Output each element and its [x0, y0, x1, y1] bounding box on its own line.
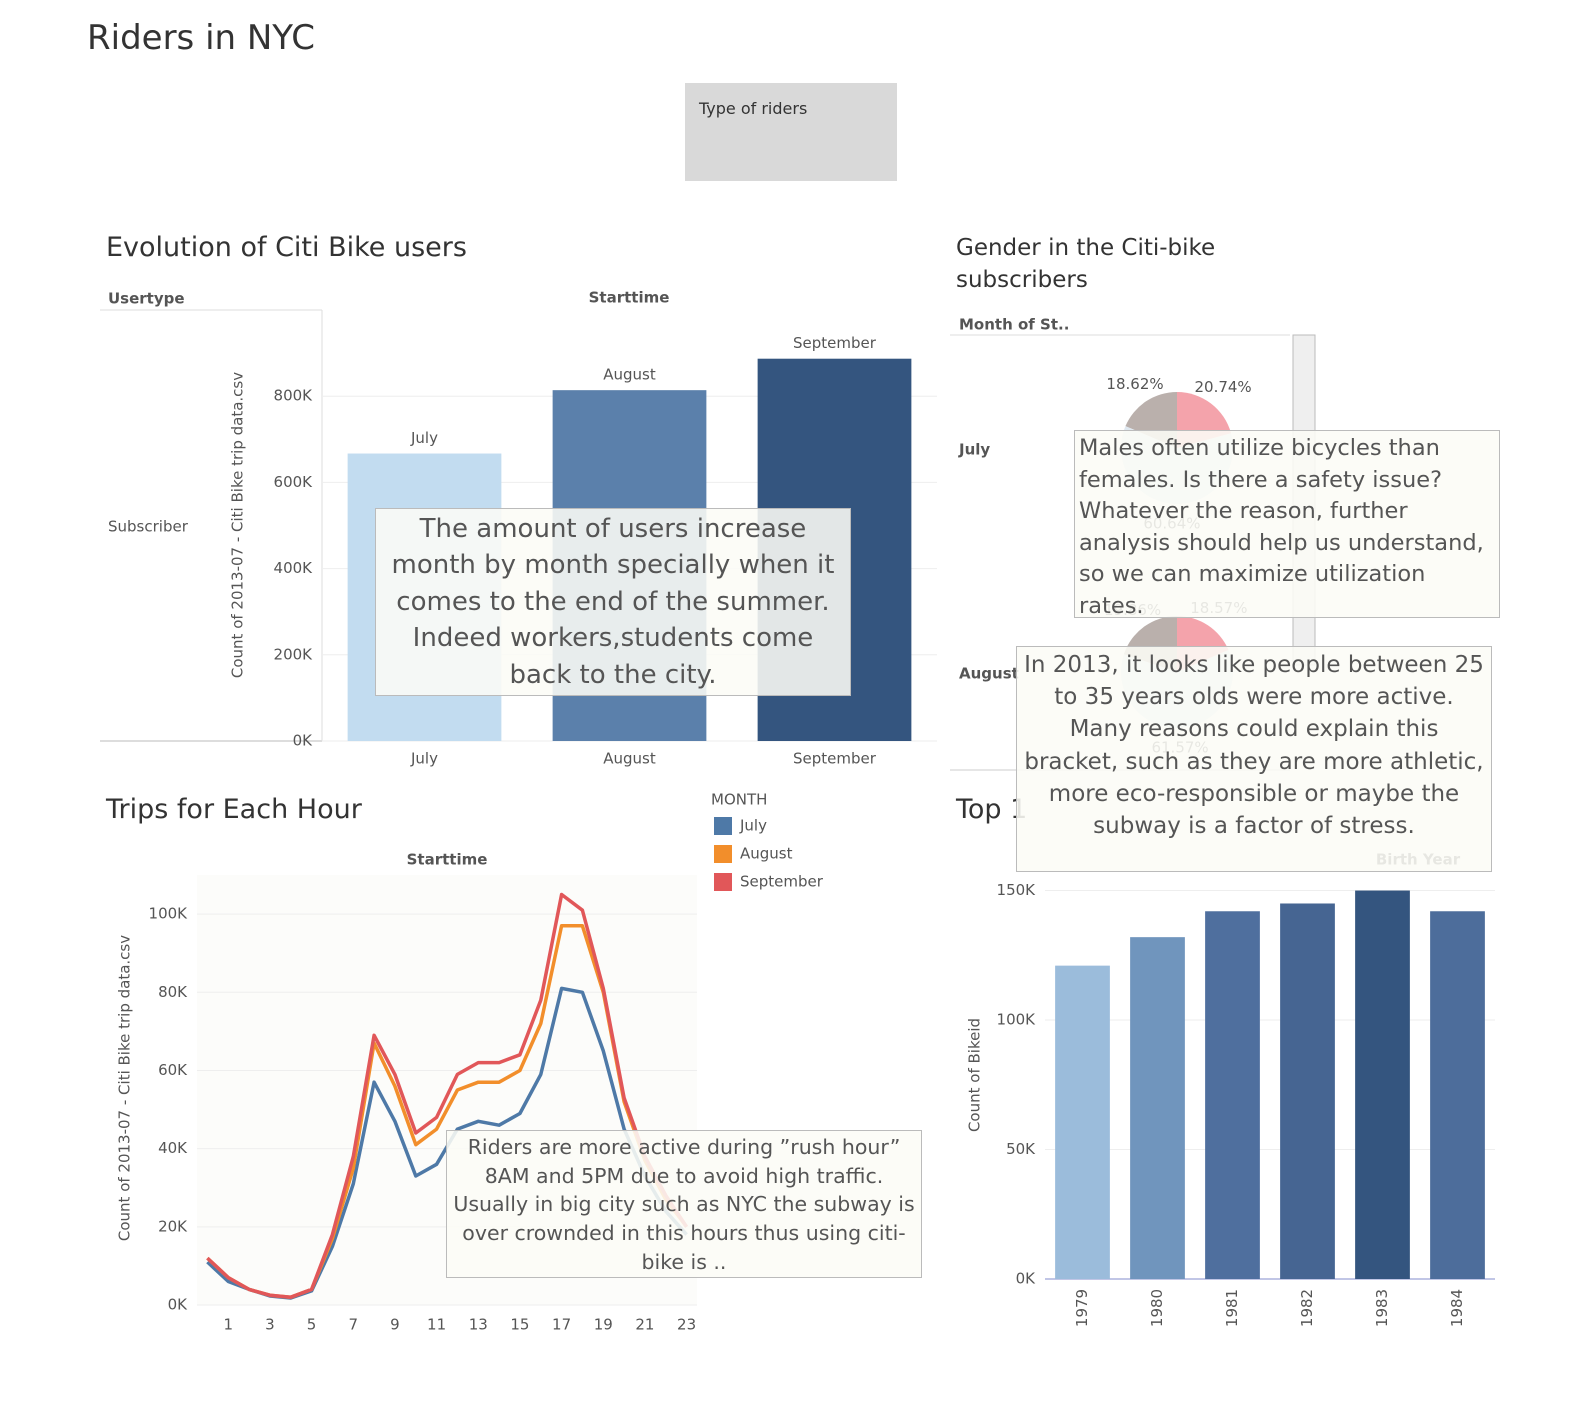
legend-swatch: [714, 845, 732, 863]
x-tick-label: 11: [427, 1316, 446, 1334]
y-tick-label: 100K: [997, 1011, 1037, 1029]
bar: [1355, 890, 1410, 1279]
slice-label: 18.62%: [1106, 375, 1163, 393]
x-tick-label: July: [410, 750, 438, 768]
legend-swatch: [714, 817, 732, 835]
line-series: [206, 892, 689, 1299]
y-axis-label: Count of 2013-07 - Citi Bike trip data.c…: [229, 372, 247, 678]
y-axis-label: Count of Bikeid: [966, 1018, 984, 1132]
x-tick-label: 17: [552, 1316, 571, 1334]
chart-title: Trips for Each Hour: [106, 794, 362, 825]
x-tick-label: 1: [223, 1316, 233, 1334]
y-tick-label: 800K: [274, 387, 314, 405]
y-tick-label: 20K: [158, 1217, 188, 1235]
annotation: The amount of users increase month by mo…: [375, 508, 851, 696]
bar: [1280, 903, 1335, 1279]
y-tick-label: 0K: [1016, 1270, 1037, 1288]
x-tick-label: 1979: [1073, 1289, 1091, 1327]
x-tick-label: 19: [594, 1316, 613, 1334]
bar: [1055, 965, 1110, 1279]
legend-title: MONTH: [711, 791, 767, 809]
row-header: Usertype: [108, 290, 185, 308]
x-tick-label: 1981: [1223, 1289, 1241, 1327]
y-tick-label: 150K: [997, 881, 1037, 899]
column-header: Starttime: [407, 851, 488, 869]
chart-title: Evolution of Citi Bike users: [106, 232, 467, 263]
legend-label: July: [739, 817, 767, 835]
chart-title: Top 1: [956, 794, 1028, 825]
x-tick-label: 1983: [1373, 1289, 1391, 1327]
y-tick-label: 50K: [1006, 1140, 1036, 1158]
x-tick-label: 5: [307, 1316, 317, 1334]
y-axis-label: Count of 2013-07 - Citi Bike trip data.c…: [116, 935, 134, 1241]
chart-title: Gender in the Citi-bike subscribers: [956, 235, 1216, 294]
bar-label: September: [793, 334, 877, 352]
y-tick-label: 40K: [158, 1139, 188, 1157]
y-tick-label: 200K: [274, 645, 314, 663]
y-tick-label: 100K: [149, 905, 189, 923]
x-tick-label: 7: [348, 1316, 358, 1334]
rider-type-filter[interactable]: Type of riders: [685, 83, 897, 181]
legend-label: September: [740, 873, 824, 891]
x-tick-label: 23: [677, 1316, 696, 1334]
x-tick-label: 15: [510, 1316, 529, 1334]
y-tick-label: 600K: [274, 473, 314, 491]
annotation: Males often utilize bicycles than female…: [1074, 430, 1500, 619]
y-tick-label: 400K: [274, 559, 314, 577]
x-tick-label: 1984: [1448, 1289, 1466, 1327]
row-label: August: [959, 665, 1019, 683]
legend-swatch: [714, 873, 732, 891]
bar: [1130, 937, 1185, 1279]
column-header: Starttime: [589, 289, 670, 307]
x-tick-label: 13: [469, 1316, 488, 1334]
y-tick-label: 80K: [158, 983, 188, 1001]
annotation: In 2013, it looks like people between 25…: [1016, 646, 1492, 872]
bar: [1430, 911, 1485, 1279]
row-label: July: [958, 441, 990, 459]
x-tick-label: 1982: [1298, 1289, 1316, 1327]
x-tick-label: September: [793, 750, 877, 768]
x-tick-label: 9: [390, 1316, 400, 1334]
y-tick-label: 0K: [293, 732, 314, 750]
dashboard-title: Riders in NYC: [87, 18, 315, 58]
y-tick-label: 0K: [168, 1296, 189, 1314]
x-tick-label: 1980: [1148, 1289, 1166, 1327]
x-tick-label: 21: [635, 1316, 654, 1334]
column-header: Month of St..: [959, 316, 1069, 334]
x-tick-label: August: [603, 750, 656, 768]
bar-label: August: [603, 366, 656, 384]
bar: [1205, 911, 1260, 1279]
x-tick-label: 3: [265, 1316, 275, 1334]
legend-label: August: [740, 845, 793, 863]
annotation: Riders are more active during ”rush hour…: [446, 1130, 922, 1278]
slice-label: 20.74%: [1194, 378, 1251, 396]
bar-label: July: [410, 429, 438, 447]
y-tick-label: 60K: [158, 1061, 188, 1079]
row-label: Subscriber: [108, 518, 189, 536]
